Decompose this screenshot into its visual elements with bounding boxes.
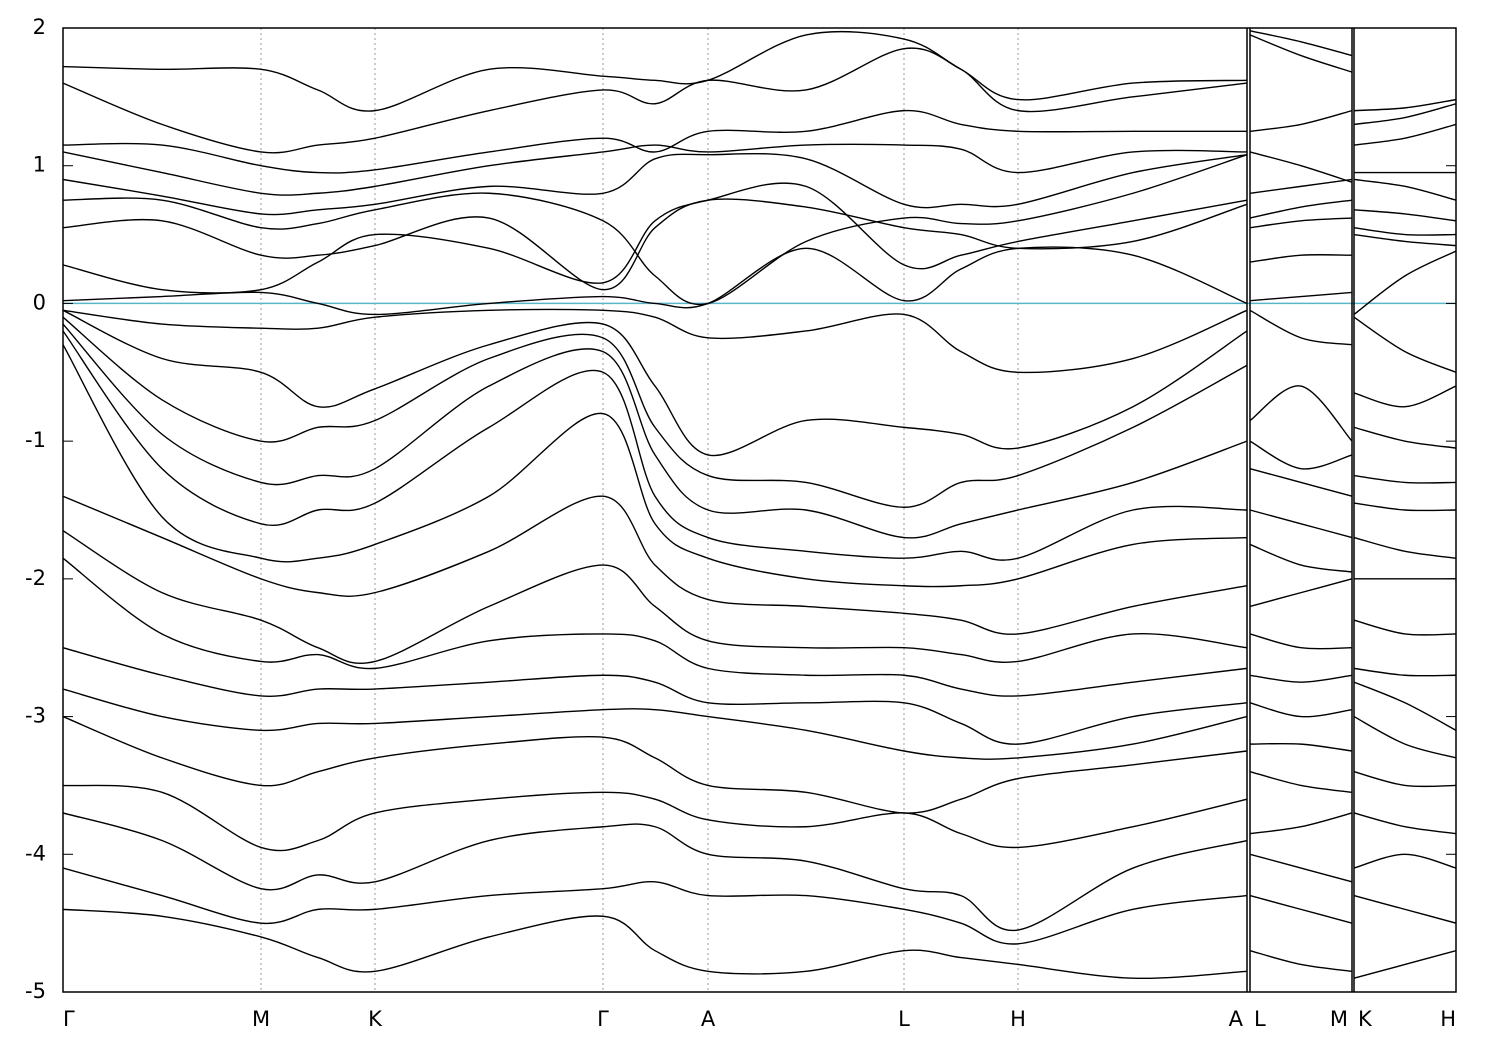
x-tick-label: A [701, 1007, 716, 1031]
band-line [63, 812, 1456, 932]
band-line [63, 309, 1456, 457]
band-line [63, 557, 1456, 697]
y-tick-label: -3 [25, 704, 46, 728]
band-line [63, 30, 1456, 112]
band-line [63, 34, 1456, 154]
band-line [63, 715, 1456, 814]
grid-layer [260, 28, 1019, 992]
band-line [63, 344, 1456, 588]
band-line [63, 908, 1456, 980]
band-line [63, 495, 1456, 635]
y-tick-label: -1 [25, 428, 46, 452]
y-tick-label: -5 [25, 979, 46, 1003]
x-tick-label: Γ [597, 1007, 609, 1031]
x-tick-label: K [1358, 1007, 1373, 1031]
band-line [63, 198, 1456, 291]
x-tick-label: A [1229, 1007, 1244, 1031]
x-tick-label: L [1254, 1007, 1266, 1031]
y-tick-label: 0 [33, 290, 46, 314]
plot-frame [62, 27, 1457, 993]
band-line [63, 330, 1456, 561]
band-line [63, 867, 1456, 945]
x-tick-label: L [898, 1007, 910, 1031]
band-line [63, 154, 1456, 306]
band-line [63, 182, 1456, 294]
y-tick-label: -4 [25, 841, 46, 865]
y-tick-label: 1 [33, 153, 46, 177]
x-tick-label: H [1010, 1007, 1026, 1031]
x-tick-label: Γ [63, 1007, 75, 1031]
x-tick-label: M [1330, 1007, 1348, 1031]
bands [63, 30, 1456, 980]
band-line [63, 647, 1456, 745]
band-line [63, 152, 1456, 216]
band-line [63, 109, 1456, 174]
band-line [63, 323, 1456, 539]
x-tick-label: H [1440, 1007, 1456, 1031]
band-line [63, 784, 1456, 852]
x-tick-label: K [368, 1007, 383, 1031]
band-line [63, 308, 1456, 374]
band-line [63, 143, 1456, 196]
band-line [63, 530, 1456, 665]
x-tick-label: M [252, 1007, 270, 1031]
y-tick-label: 2 [33, 15, 46, 39]
y-tick-label: -2 [25, 566, 46, 590]
band-line [63, 316, 1456, 508]
band-line [63, 688, 1456, 760]
